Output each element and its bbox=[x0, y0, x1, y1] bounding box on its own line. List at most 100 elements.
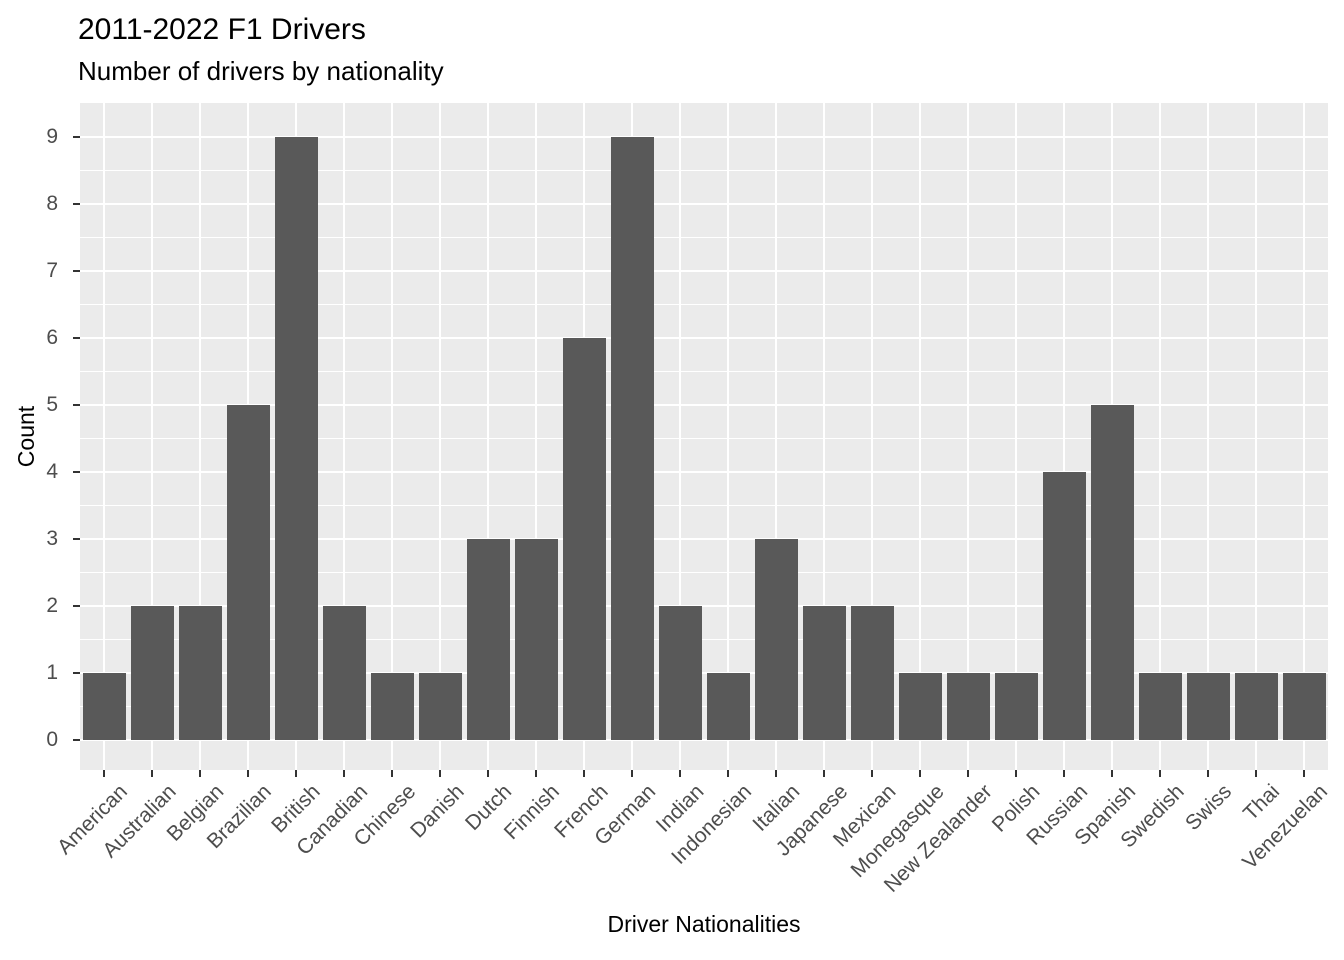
x-tick-mark bbox=[1303, 770, 1305, 777]
bar-brazilian bbox=[226, 405, 270, 740]
x-major-gridline bbox=[727, 103, 729, 770]
y-major-gridline bbox=[80, 739, 1328, 741]
x-tick-label: Danish bbox=[405, 780, 469, 843]
x-major-gridline bbox=[1015, 103, 1017, 770]
x-tick-mark bbox=[439, 770, 441, 777]
y-tick-label: 3 bbox=[46, 527, 58, 550]
x-tick-mark bbox=[823, 770, 825, 777]
bar-polish bbox=[994, 673, 1038, 740]
y-major-gridline bbox=[80, 203, 1328, 205]
bar-thai bbox=[1234, 673, 1278, 740]
x-tick-mark bbox=[151, 770, 153, 777]
x-tick-mark bbox=[1111, 770, 1113, 777]
y-major-gridline bbox=[80, 672, 1328, 674]
y-tick-mark bbox=[73, 337, 80, 339]
plot-panel bbox=[80, 103, 1328, 770]
x-tick-mark bbox=[1063, 770, 1065, 777]
x-major-gridline bbox=[1207, 103, 1209, 770]
x-tick-mark bbox=[919, 770, 921, 777]
y-tick-label: 5 bbox=[46, 393, 58, 416]
y-tick-label: 1 bbox=[46, 661, 58, 684]
bar-swiss bbox=[1186, 673, 1230, 740]
x-major-gridline bbox=[1063, 103, 1065, 770]
y-major-gridline bbox=[80, 605, 1328, 607]
x-major-gridline bbox=[967, 103, 969, 770]
bar-belgian bbox=[178, 606, 222, 740]
y-axis-title-wrap: Count bbox=[13, 103, 41, 770]
x-tick-mark bbox=[967, 770, 969, 777]
bar-spanish bbox=[1090, 405, 1134, 740]
y-major-gridline bbox=[80, 538, 1328, 540]
x-tick-mark bbox=[535, 770, 537, 777]
x-major-gridline bbox=[103, 103, 105, 770]
y-minor-gridline bbox=[80, 170, 1328, 171]
bar-german bbox=[610, 137, 654, 740]
y-tick-mark bbox=[73, 605, 80, 607]
x-tick-mark bbox=[103, 770, 105, 777]
y-tick-label: 7 bbox=[46, 259, 58, 282]
y-tick-mark bbox=[73, 203, 80, 205]
x-tick-mark bbox=[631, 770, 633, 777]
x-tick-mark bbox=[871, 770, 873, 777]
y-minor-gridline bbox=[80, 572, 1328, 573]
bar-chinese bbox=[370, 673, 414, 740]
y-minor-gridline bbox=[80, 505, 1328, 506]
bar-italian bbox=[754, 539, 798, 740]
bar-danish bbox=[418, 673, 462, 740]
y-tick-mark bbox=[73, 538, 80, 540]
y-minor-gridline bbox=[80, 237, 1328, 238]
bar-japanese bbox=[802, 606, 846, 740]
x-major-gridline bbox=[439, 103, 441, 770]
y-tick-mark bbox=[73, 471, 80, 473]
y-tick-label: 9 bbox=[46, 125, 58, 148]
x-major-gridline bbox=[823, 103, 825, 770]
y-minor-gridline bbox=[80, 639, 1328, 640]
y-minor-gridline bbox=[80, 438, 1328, 439]
x-major-gridline bbox=[775, 103, 777, 770]
x-major-gridline bbox=[199, 103, 201, 770]
y-major-gridline bbox=[80, 270, 1328, 272]
y-tick-mark bbox=[73, 672, 80, 674]
bar-australian bbox=[130, 606, 174, 740]
bar-canadian bbox=[322, 606, 366, 740]
x-tick-mark bbox=[1207, 770, 1209, 777]
x-tick-mark bbox=[391, 770, 393, 777]
y-tick-label: 2 bbox=[46, 594, 58, 617]
x-major-gridline bbox=[679, 103, 681, 770]
x-major-gridline bbox=[919, 103, 921, 770]
y-axis-title: Count bbox=[13, 405, 40, 468]
x-tick-mark bbox=[583, 770, 585, 777]
y-tick-label: 4 bbox=[46, 460, 58, 483]
bar-american bbox=[82, 673, 126, 740]
x-tick-mark bbox=[199, 770, 201, 777]
x-major-gridline bbox=[343, 103, 345, 770]
chart-title: 2011-2022 F1 Drivers bbox=[78, 13, 366, 46]
x-tick-mark bbox=[247, 770, 249, 777]
x-tick-mark bbox=[1159, 770, 1161, 777]
x-major-gridline bbox=[1255, 103, 1257, 770]
x-axis-title: Driver Nationalities bbox=[607, 911, 801, 937]
bar-indonesian bbox=[706, 673, 750, 740]
y-tick-mark bbox=[73, 739, 80, 741]
x-tick-label: Swiss bbox=[1181, 780, 1237, 836]
y-major-gridline bbox=[80, 136, 1328, 138]
x-major-gridline bbox=[391, 103, 393, 770]
x-tick-mark bbox=[1015, 770, 1017, 777]
y-minor-gridline bbox=[80, 304, 1328, 305]
bar-french bbox=[562, 338, 606, 740]
bar-mexican bbox=[850, 606, 894, 740]
y-tick-mark bbox=[73, 270, 80, 272]
bar-new-zealander bbox=[946, 673, 990, 740]
x-tick-mark bbox=[343, 770, 345, 777]
x-major-gridline bbox=[1159, 103, 1161, 770]
bar-dutch bbox=[466, 539, 510, 740]
x-tick-mark bbox=[727, 770, 729, 777]
y-tick-label: 8 bbox=[46, 192, 58, 215]
y-tick-label: 0 bbox=[46, 728, 58, 751]
x-major-gridline bbox=[1303, 103, 1305, 770]
y-tick-label: 6 bbox=[46, 326, 58, 349]
x-major-gridline bbox=[487, 103, 489, 770]
y-minor-gridline bbox=[80, 371, 1328, 372]
